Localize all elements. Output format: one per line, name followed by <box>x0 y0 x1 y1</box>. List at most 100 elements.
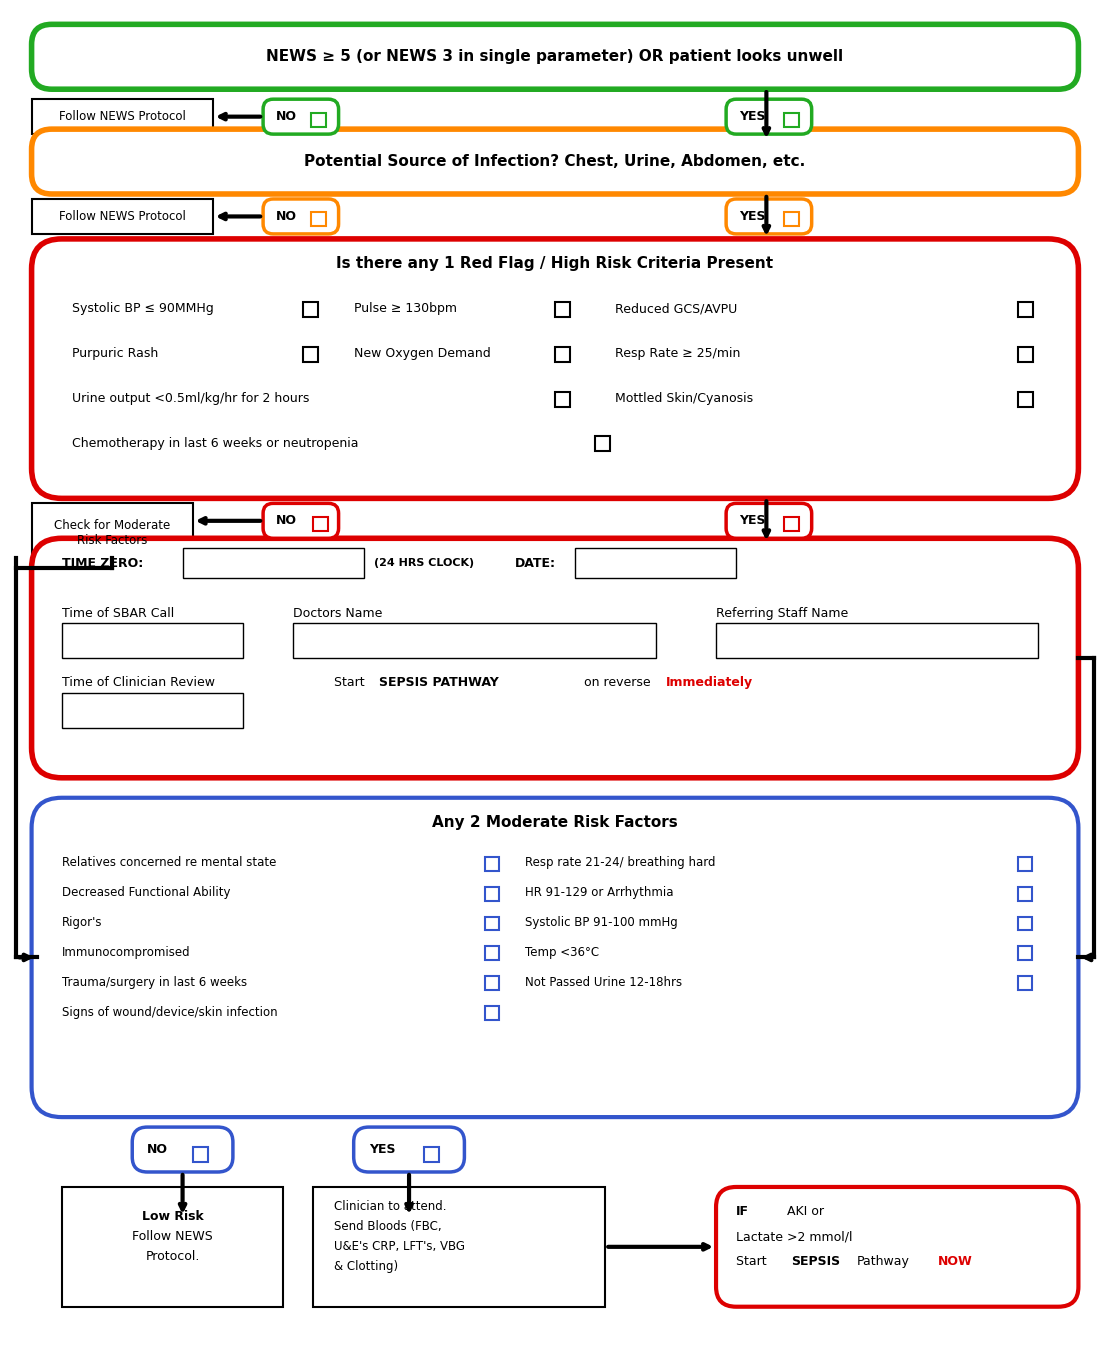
Text: Reduced GCS/AVPU: Reduced GCS/AVPU <box>615 303 738 315</box>
FancyBboxPatch shape <box>716 1187 1079 1306</box>
Bar <box>62 693 243 728</box>
Text: Rigor's: Rigor's <box>62 917 102 929</box>
FancyBboxPatch shape <box>263 504 339 538</box>
Bar <box>1018 976 1032 990</box>
Text: (24 HRS CLOCK): (24 HRS CLOCK) <box>374 558 474 568</box>
Bar <box>1018 887 1032 900</box>
Text: on reverse: on reverse <box>581 676 655 690</box>
Bar <box>1018 346 1033 361</box>
Text: IF: IF <box>736 1206 749 1218</box>
Bar <box>785 212 798 227</box>
Bar <box>293 623 656 659</box>
Text: NEWS ≥ 5 (or NEWS 3 in single parameter) OR patient looks unwell: NEWS ≥ 5 (or NEWS 3 in single parameter)… <box>266 49 844 64</box>
Bar <box>182 549 364 579</box>
Text: Time of SBAR Call: Time of SBAR Call <box>62 607 174 619</box>
Text: New Oxygen Demand: New Oxygen Demand <box>354 348 491 360</box>
Text: Purpuric Rash: Purpuric Rash <box>72 348 158 360</box>
Text: Any 2 Moderate Risk Factors: Any 2 Moderate Risk Factors <box>432 815 678 830</box>
Bar <box>62 1187 283 1306</box>
Text: TIME ZERO:: TIME ZERO: <box>62 557 143 570</box>
Text: YES: YES <box>739 210 766 223</box>
Bar <box>62 623 243 659</box>
Text: Protocol.: Protocol. <box>145 1251 200 1263</box>
FancyBboxPatch shape <box>263 99 339 134</box>
Text: NOW: NOW <box>938 1255 972 1268</box>
Text: Follow NEWS Protocol: Follow NEWS Protocol <box>59 110 185 124</box>
FancyBboxPatch shape <box>31 24 1079 90</box>
Bar <box>1018 947 1032 960</box>
Bar <box>485 887 498 900</box>
Bar <box>485 947 498 960</box>
Text: Relatives concerned re mental state: Relatives concerned re mental state <box>62 856 276 869</box>
Text: YES: YES <box>369 1143 395 1156</box>
Text: Start: Start <box>334 676 369 690</box>
Bar <box>716 623 1038 659</box>
Bar <box>485 857 498 870</box>
Bar <box>313 517 327 531</box>
FancyBboxPatch shape <box>726 504 811 538</box>
FancyBboxPatch shape <box>726 99 811 134</box>
Text: YES: YES <box>739 515 766 527</box>
Text: HR 91-129 or Arrhythmia: HR 91-129 or Arrhythmia <box>525 885 674 899</box>
Bar <box>785 113 798 126</box>
Bar <box>303 346 319 361</box>
Bar <box>31 99 213 134</box>
Text: Urine output <0.5ml/kg/hr for 2 hours: Urine output <0.5ml/kg/hr for 2 hours <box>72 392 310 405</box>
Bar <box>785 517 798 531</box>
Bar <box>485 1006 498 1020</box>
Bar <box>312 113 325 126</box>
Text: Chemotherapy in last 6 weeks or neutropenia: Chemotherapy in last 6 weeks or neutrope… <box>72 437 359 449</box>
FancyBboxPatch shape <box>31 239 1079 498</box>
Text: Resp rate 21-24/ breathing hard: Resp rate 21-24/ breathing hard <box>525 856 715 869</box>
Text: Clinician to attend.: Clinician to attend. <box>334 1200 446 1214</box>
Text: Lactate >2 mmol/l: Lactate >2 mmol/l <box>736 1230 852 1244</box>
Bar <box>1018 917 1032 930</box>
Text: Pathway: Pathway <box>857 1255 910 1268</box>
FancyBboxPatch shape <box>31 538 1079 778</box>
Text: Referring Staff Name: Referring Staff Name <box>716 607 848 619</box>
Text: Systolic BP 91-100 mmHg: Systolic BP 91-100 mmHg <box>525 917 677 929</box>
Text: Immunocompromised: Immunocompromised <box>62 947 191 959</box>
Text: Decreased Functional Ability: Decreased Functional Ability <box>62 885 230 899</box>
Text: AKI or: AKI or <box>787 1206 824 1218</box>
FancyBboxPatch shape <box>354 1127 464 1172</box>
Bar <box>555 391 571 406</box>
Text: Systolic BP ≤ 90MMHg: Systolic BP ≤ 90MMHg <box>72 303 213 315</box>
Text: YES: YES <box>739 110 766 124</box>
Text: Send Bloods (FBC,: Send Bloods (FBC, <box>334 1221 441 1233</box>
FancyBboxPatch shape <box>31 129 1079 194</box>
Bar <box>31 504 193 558</box>
Text: NO: NO <box>148 1143 169 1156</box>
FancyBboxPatch shape <box>31 797 1079 1118</box>
Text: Follow NEWS Protocol: Follow NEWS Protocol <box>59 210 185 223</box>
FancyBboxPatch shape <box>132 1127 233 1172</box>
Text: Start: Start <box>736 1255 770 1268</box>
Text: SEPSIS PATHWAY: SEPSIS PATHWAY <box>379 676 498 690</box>
Text: Low Risk: Low Risk <box>142 1210 203 1224</box>
Text: U&E's CRP, LFT's, VBG: U&E's CRP, LFT's, VBG <box>334 1240 465 1253</box>
Bar <box>555 346 571 361</box>
Text: Resp Rate ≥ 25/min: Resp Rate ≥ 25/min <box>615 348 740 360</box>
Text: Mottled Skin/Cyanosis: Mottled Skin/Cyanosis <box>615 392 754 405</box>
Text: NO: NO <box>276 110 297 124</box>
Bar <box>1018 857 1032 870</box>
Bar <box>31 200 213 234</box>
Bar <box>313 1187 605 1306</box>
Text: Immediately: Immediately <box>666 676 753 690</box>
Text: Signs of wound/device/skin infection: Signs of wound/device/skin infection <box>62 1006 278 1018</box>
Bar <box>485 917 498 930</box>
Text: Check for Moderate
Risk Factors: Check for Moderate Risk Factors <box>54 519 170 547</box>
FancyBboxPatch shape <box>263 200 339 234</box>
Text: Temp <36°C: Temp <36°C <box>525 947 599 959</box>
Bar <box>424 1148 440 1162</box>
Text: Time of Clinician Review: Time of Clinician Review <box>62 676 214 690</box>
Text: Potential Source of Infection? Chest, Urine, Abdomen, etc.: Potential Source of Infection? Chest, Ur… <box>304 153 806 168</box>
Bar <box>595 436 610 451</box>
FancyBboxPatch shape <box>726 200 811 234</box>
Text: DATE:: DATE: <box>515 557 556 570</box>
Text: Not Passed Urine 12-18hrs: Not Passed Urine 12-18hrs <box>525 976 682 989</box>
Text: SEPSIS: SEPSIS <box>791 1255 840 1268</box>
Bar <box>555 301 571 316</box>
Text: Pulse ≥ 130bpm: Pulse ≥ 130bpm <box>354 303 456 315</box>
Text: Follow NEWS: Follow NEWS <box>132 1230 213 1244</box>
